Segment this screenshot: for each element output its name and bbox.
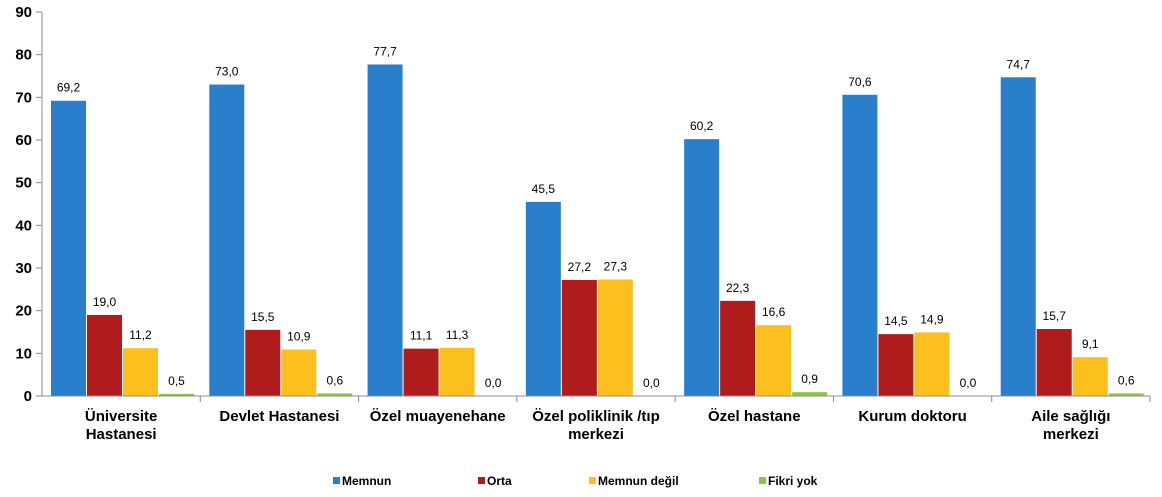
y-tick-label: 10: [15, 345, 32, 362]
y-tick-label: 20: [15, 303, 32, 320]
data-label: 15,7: [1043, 309, 1067, 323]
data-label: 60,2: [690, 119, 714, 133]
bar-memnun: [209, 84, 245, 397]
bar-orta: [87, 314, 122, 396]
bar-memnun: [525, 201, 561, 396]
data-label: 9,1: [1082, 337, 1099, 351]
data-label: 22,3: [726, 281, 750, 295]
data-label: 73,0: [215, 65, 239, 79]
data-labels: 69,2 73,0 77,7 45,5 60,2 70,6 74,7 19,0 15,5 11,1…: [57, 44, 1135, 390]
y-tick-label: 50: [15, 175, 32, 192]
x-category-label: merkezi: [568, 426, 624, 443]
legend: Memnun Orta Memnun değil Fikri yok: [333, 474, 818, 488]
bar-orta: [245, 329, 281, 396]
data-label: 11,3: [446, 328, 469, 342]
x-category-label: Aile sağlığı: [1031, 408, 1110, 425]
bar-memnun-değil: [756, 325, 792, 396]
bar-memnun: [842, 94, 878, 397]
y-tick-label: 60: [15, 132, 32, 149]
bar-orta: [878, 334, 914, 396]
y-tick-label: 30: [15, 260, 32, 277]
bar-fikri-yok: [1108, 393, 1144, 396]
data-label: 19,0: [93, 295, 117, 309]
y-tick-label: 80: [15, 47, 32, 64]
data-label: 0,6: [326, 373, 343, 387]
data-label: 70,6: [848, 75, 872, 89]
y-tick-label: 90: [15, 4, 32, 21]
bar-memnun-değil: [597, 279, 633, 396]
legend-label: Orta: [487, 474, 512, 488]
data-label: 74,7: [1007, 57, 1031, 71]
data-label: 15,5: [251, 310, 275, 324]
x-category-label: Kurum doktoru: [858, 408, 966, 425]
bar-memnun-değil: [1072, 357, 1108, 396]
data-label: 27,3: [604, 260, 628, 274]
legend-swatch: [333, 477, 340, 484]
bar-memnun: [367, 64, 403, 396]
legend-swatch: [478, 477, 485, 484]
data-label: 0,0: [485, 376, 502, 390]
category-dividers: [199, 396, 1151, 402]
data-label: 0,0: [960, 376, 977, 390]
x-category-label: merkezi: [1043, 426, 1099, 443]
legend-label: Memnun değil: [598, 474, 679, 488]
bar-fikri-yok: [317, 393, 353, 396]
x-category-label: Özel poliklinik /tıp: [532, 408, 660, 425]
data-label: 0,0: [643, 376, 660, 390]
data-label: 11,2: [129, 328, 152, 342]
bar-memnun-değil: [123, 348, 158, 396]
bar-fikri-yok: [159, 393, 194, 396]
legend-swatch: [589, 477, 596, 484]
y-tick-label: 0: [24, 388, 32, 405]
data-label: 0,5: [168, 374, 185, 388]
bar-memnun: [684, 139, 720, 396]
bar-orta: [561, 279, 597, 396]
bar-memnun: [51, 100, 86, 396]
data-label: 27,2: [568, 260, 592, 274]
x-category-label: Üniversite: [85, 408, 158, 425]
data-label: 0,9: [801, 372, 818, 386]
bar-memnun: [1000, 77, 1036, 396]
y-tick-label: 70: [15, 89, 32, 106]
x-category-label: Özel hastane: [708, 408, 801, 425]
bars: [51, 64, 1144, 397]
data-label: 77,7: [373, 44, 397, 58]
bar-fikri-yok: [792, 392, 828, 396]
y-axis: 0 10 20 30 40 50 60 70 80 90: [15, 4, 43, 405]
data-label: 0,6: [1118, 373, 1135, 387]
bar-orta: [720, 300, 756, 396]
data-label: 10,9: [287, 329, 311, 343]
data-label: 69,2: [57, 81, 81, 95]
x-category-label: Özel muayenehane: [370, 408, 506, 425]
bar-orta: [403, 348, 439, 396]
bar-memnun-değil: [914, 332, 950, 396]
legend-swatch: [759, 477, 766, 484]
data-label: 14,5: [884, 314, 908, 328]
data-label: 45,5: [532, 182, 556, 196]
bar-orta: [1036, 329, 1072, 396]
data-label: 14,9: [920, 312, 944, 326]
x-category-label: Devlet Hastanesi: [219, 408, 339, 425]
x-category-label: Hastanesi: [86, 426, 157, 443]
legend-label: Fikri yok: [768, 474, 818, 488]
data-label: 11,1: [410, 329, 433, 343]
bar-memnun-değil: [281, 349, 317, 396]
y-tick-label: 40: [15, 217, 32, 234]
bar-memnun-değil: [439, 347, 475, 396]
data-label: 16,6: [762, 305, 786, 319]
legend-label: Memnun: [342, 474, 391, 488]
